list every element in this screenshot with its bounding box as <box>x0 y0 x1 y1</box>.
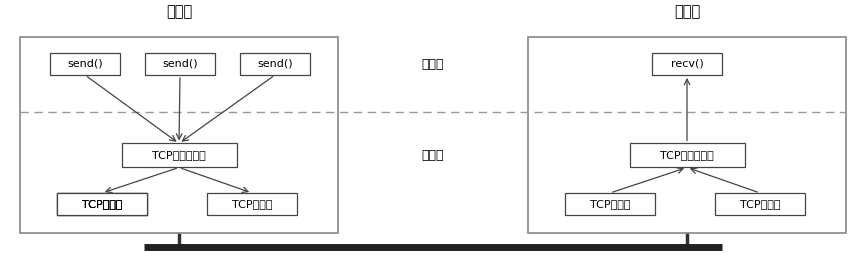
Text: send(): send() <box>67 59 103 69</box>
Text: TCP报文段: TCP报文段 <box>590 199 630 209</box>
Text: TCP报文段: TCP报文段 <box>81 199 122 209</box>
Bar <box>57 193 147 215</box>
Text: TCP报文段: TCP报文段 <box>81 199 122 209</box>
Bar <box>565 193 655 215</box>
Text: TCP报文段: TCP报文段 <box>231 199 272 209</box>
Bar <box>528 37 846 233</box>
Text: TCP报文段: TCP报文段 <box>740 199 780 209</box>
Text: TCP接收缓冲区: TCP接收缓冲区 <box>660 150 714 161</box>
Text: 传输层: 传输层 <box>421 149 444 162</box>
Text: recv(): recv() <box>671 59 703 69</box>
Bar <box>20 37 338 233</box>
Bar <box>652 53 722 75</box>
Bar <box>50 53 120 75</box>
Bar <box>57 193 147 215</box>
Text: 接收端: 接收端 <box>674 4 701 20</box>
Text: send(): send() <box>257 59 293 69</box>
Bar <box>715 193 805 215</box>
Bar <box>240 53 310 75</box>
Bar <box>57 193 147 215</box>
Bar <box>207 193 297 215</box>
Text: TCP报文段: TCP报文段 <box>81 199 122 209</box>
Text: 发送端: 发送端 <box>166 4 192 20</box>
Text: 应用层: 应用层 <box>421 57 444 70</box>
Text: send(): send() <box>162 59 198 69</box>
Bar <box>121 144 237 168</box>
Bar <box>145 53 215 75</box>
Bar <box>629 144 745 168</box>
Text: TCP发送缓冲区: TCP发送缓冲区 <box>152 150 205 161</box>
